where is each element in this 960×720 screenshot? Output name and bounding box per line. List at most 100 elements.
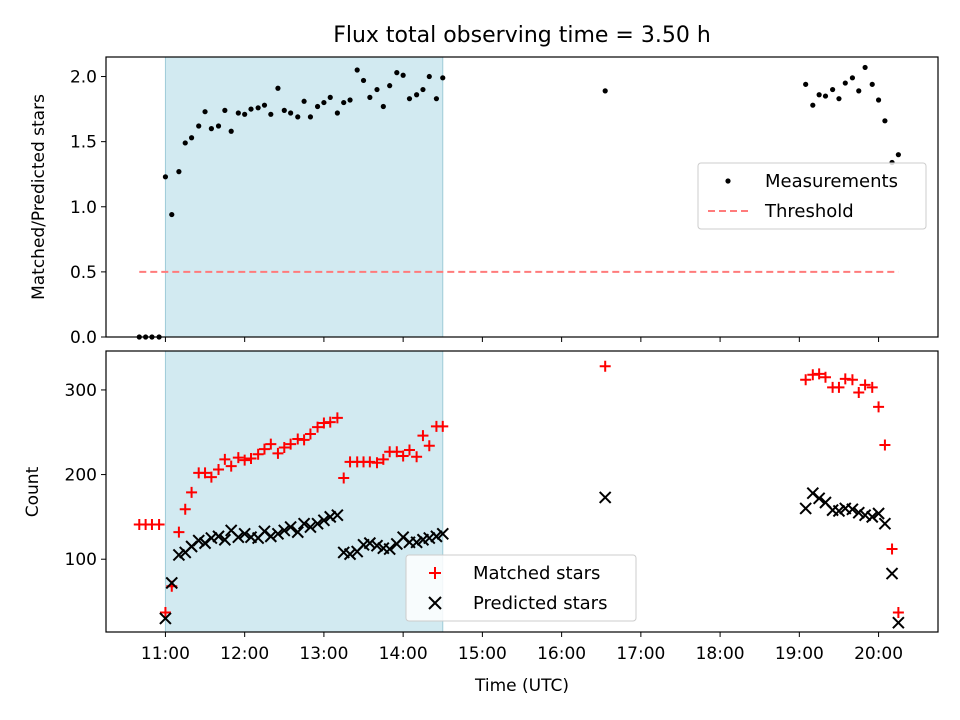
predicted-stars-point xyxy=(172,548,186,562)
matched-stars-point xyxy=(397,450,409,462)
predicted-stars-point xyxy=(159,612,172,625)
predicted-stars-point xyxy=(297,517,311,530)
top-panel: 0.00.51.01.52.0 Matched/Predicted stars … xyxy=(29,56,939,348)
predicted-stars-point xyxy=(232,530,245,544)
predicted-stars-point xyxy=(832,504,846,518)
measurements-point xyxy=(162,174,169,180)
measurements-point xyxy=(836,96,842,102)
predicted-stars-point xyxy=(892,616,905,629)
matched-stars-point xyxy=(437,420,449,432)
matched-stars-point xyxy=(800,374,812,386)
x-tick-label: 14:00 xyxy=(379,644,428,664)
matched-stars-point xyxy=(324,416,336,428)
legend-matched-marker xyxy=(429,567,441,579)
matched-stars-point xyxy=(285,438,297,450)
predicted-stars-point xyxy=(436,527,449,541)
matched-stars-point xyxy=(245,452,257,464)
matched-stars-point xyxy=(331,412,343,424)
matched-stars-point xyxy=(225,460,237,472)
measurements-point xyxy=(295,114,301,120)
predicted-stars-point xyxy=(812,492,826,505)
measurements-point xyxy=(222,107,228,113)
predicted-stars-point xyxy=(264,530,278,543)
measurements-point xyxy=(196,123,202,129)
predicted-stars-point xyxy=(311,517,324,530)
matched-stars-point xyxy=(846,374,858,386)
matched-stars-point xyxy=(391,446,403,458)
matched-stars-point xyxy=(417,430,429,442)
predicted-stars-point xyxy=(846,503,859,516)
matched-stars-point xyxy=(312,421,324,433)
top-y-tick-label: 2.0 xyxy=(70,68,97,88)
predicted-stars-point xyxy=(165,576,178,590)
legend-measurements-marker xyxy=(725,178,731,184)
legend-threshold-label: Threshold xyxy=(764,201,854,222)
predicted-stars-point xyxy=(383,542,396,556)
x-tick-label: 20:00 xyxy=(854,644,903,664)
measurements-point xyxy=(406,96,413,102)
predicted-stars-point xyxy=(858,508,872,522)
measurements-point xyxy=(307,114,314,120)
predicted-stars-point xyxy=(317,514,331,527)
measurements-point xyxy=(354,67,360,73)
matched-stars-point xyxy=(886,543,898,555)
x-tick-label: 19:00 xyxy=(775,644,824,664)
legend-matched-label: Matched stars xyxy=(473,563,600,584)
measurements-point xyxy=(281,107,287,113)
measurements-point xyxy=(242,111,248,117)
predicted-stars-point xyxy=(799,502,812,515)
measurements-point xyxy=(440,75,446,81)
predicted-stars-point xyxy=(866,510,879,524)
measurements-point xyxy=(228,128,234,134)
measurements-point xyxy=(869,81,875,87)
legend-predicted-marker xyxy=(428,596,442,610)
predicted-stars-point xyxy=(271,527,285,541)
chart-title: Flux total observing time = 3.50 h xyxy=(333,23,711,48)
measurements-point xyxy=(248,106,254,112)
top-y-tick-label: 1.5 xyxy=(70,133,97,153)
predicted-stars-point xyxy=(304,520,317,534)
predicted-stars-point xyxy=(878,517,892,530)
matched-stars-point xyxy=(819,371,831,383)
predicted-stars-point xyxy=(205,531,218,545)
matched-stars-point xyxy=(411,451,423,463)
predicted-stars-point xyxy=(430,530,443,543)
predicted-stars-point xyxy=(218,533,232,546)
x-tick-label: 16:00 xyxy=(537,644,586,664)
measurements-point xyxy=(301,98,307,104)
predicted-stars-point xyxy=(423,531,436,545)
predicted-stars-point xyxy=(291,525,304,539)
measurements-point xyxy=(268,111,274,117)
matched-stars-point xyxy=(199,467,211,479)
predicted-stars-point xyxy=(852,506,865,519)
matched-stars-point xyxy=(813,368,825,380)
measurements-point xyxy=(842,80,848,86)
matched-stars-point xyxy=(173,526,185,538)
measurements-point xyxy=(803,81,809,87)
matched-stars-point xyxy=(252,448,264,460)
top-y-tick-label: 1.0 xyxy=(70,198,97,218)
measurements-point xyxy=(394,70,400,76)
measurements-point xyxy=(334,110,340,116)
matched-stars-point xyxy=(873,401,885,413)
measurements-point xyxy=(856,88,862,94)
bottom-panel: 100 200 300 11:00 12:00 13:00 14:00 15:00 16:00 1… xyxy=(23,350,939,696)
matched-stars-point xyxy=(853,386,865,398)
bottom-legend-box xyxy=(405,554,637,622)
top-y-tick-label: 0.0 xyxy=(70,328,97,348)
measurements-point xyxy=(875,97,882,103)
bot-y-tick-label: 300 xyxy=(65,381,97,401)
matched-stars-point xyxy=(371,457,383,469)
measurements-point xyxy=(261,102,268,108)
measurements-point xyxy=(321,99,327,106)
x-tick-label: 17:00 xyxy=(616,644,665,664)
matched-stars-point xyxy=(265,438,277,450)
measurements-point xyxy=(433,96,440,102)
x-tick-label: 13:00 xyxy=(299,644,348,664)
matched-stars-point xyxy=(179,503,191,515)
matched-stars-point xyxy=(272,447,284,459)
matched-stars-point xyxy=(403,444,415,456)
bottom-legend: Matched stars Predicted stars xyxy=(405,554,637,622)
predicted-stars-point xyxy=(343,547,357,561)
